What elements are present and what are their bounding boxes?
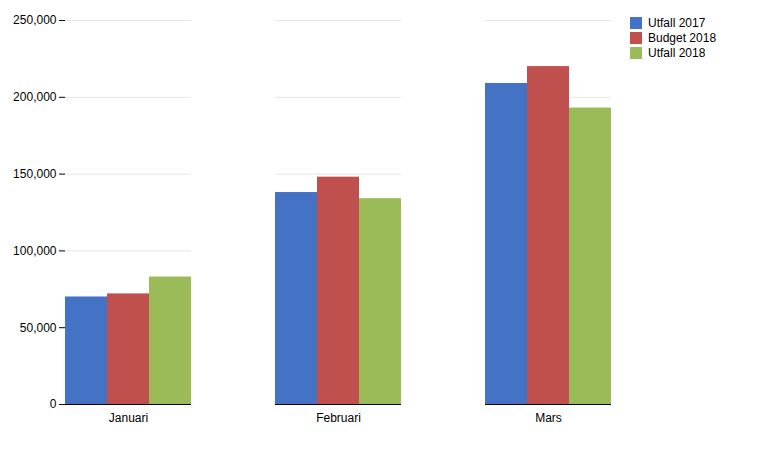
svg-text:150,000: 150,000: [13, 167, 57, 181]
svg-text:Februari: Februari: [316, 411, 361, 425]
html-text:Budget 2018: Budget 2018: [648, 31, 717, 45]
svg-text:50,000: 50,000: [20, 321, 57, 335]
svg-text:100,000: 100,000: [13, 244, 57, 258]
svg-text:Mars: Mars: [535, 411, 562, 425]
html-text:Utfall 2018: Utfall 2018: [648, 46, 706, 60]
svg-text:0: 0: [50, 397, 57, 411]
svg-text:Januari: Januari: [109, 411, 148, 425]
html-text:Utfall 2017: Utfall 2017: [648, 16, 706, 30]
svg-text:200,000: 200,000: [13, 90, 57, 104]
svg-text:250,000: 250,000: [13, 13, 57, 27]
